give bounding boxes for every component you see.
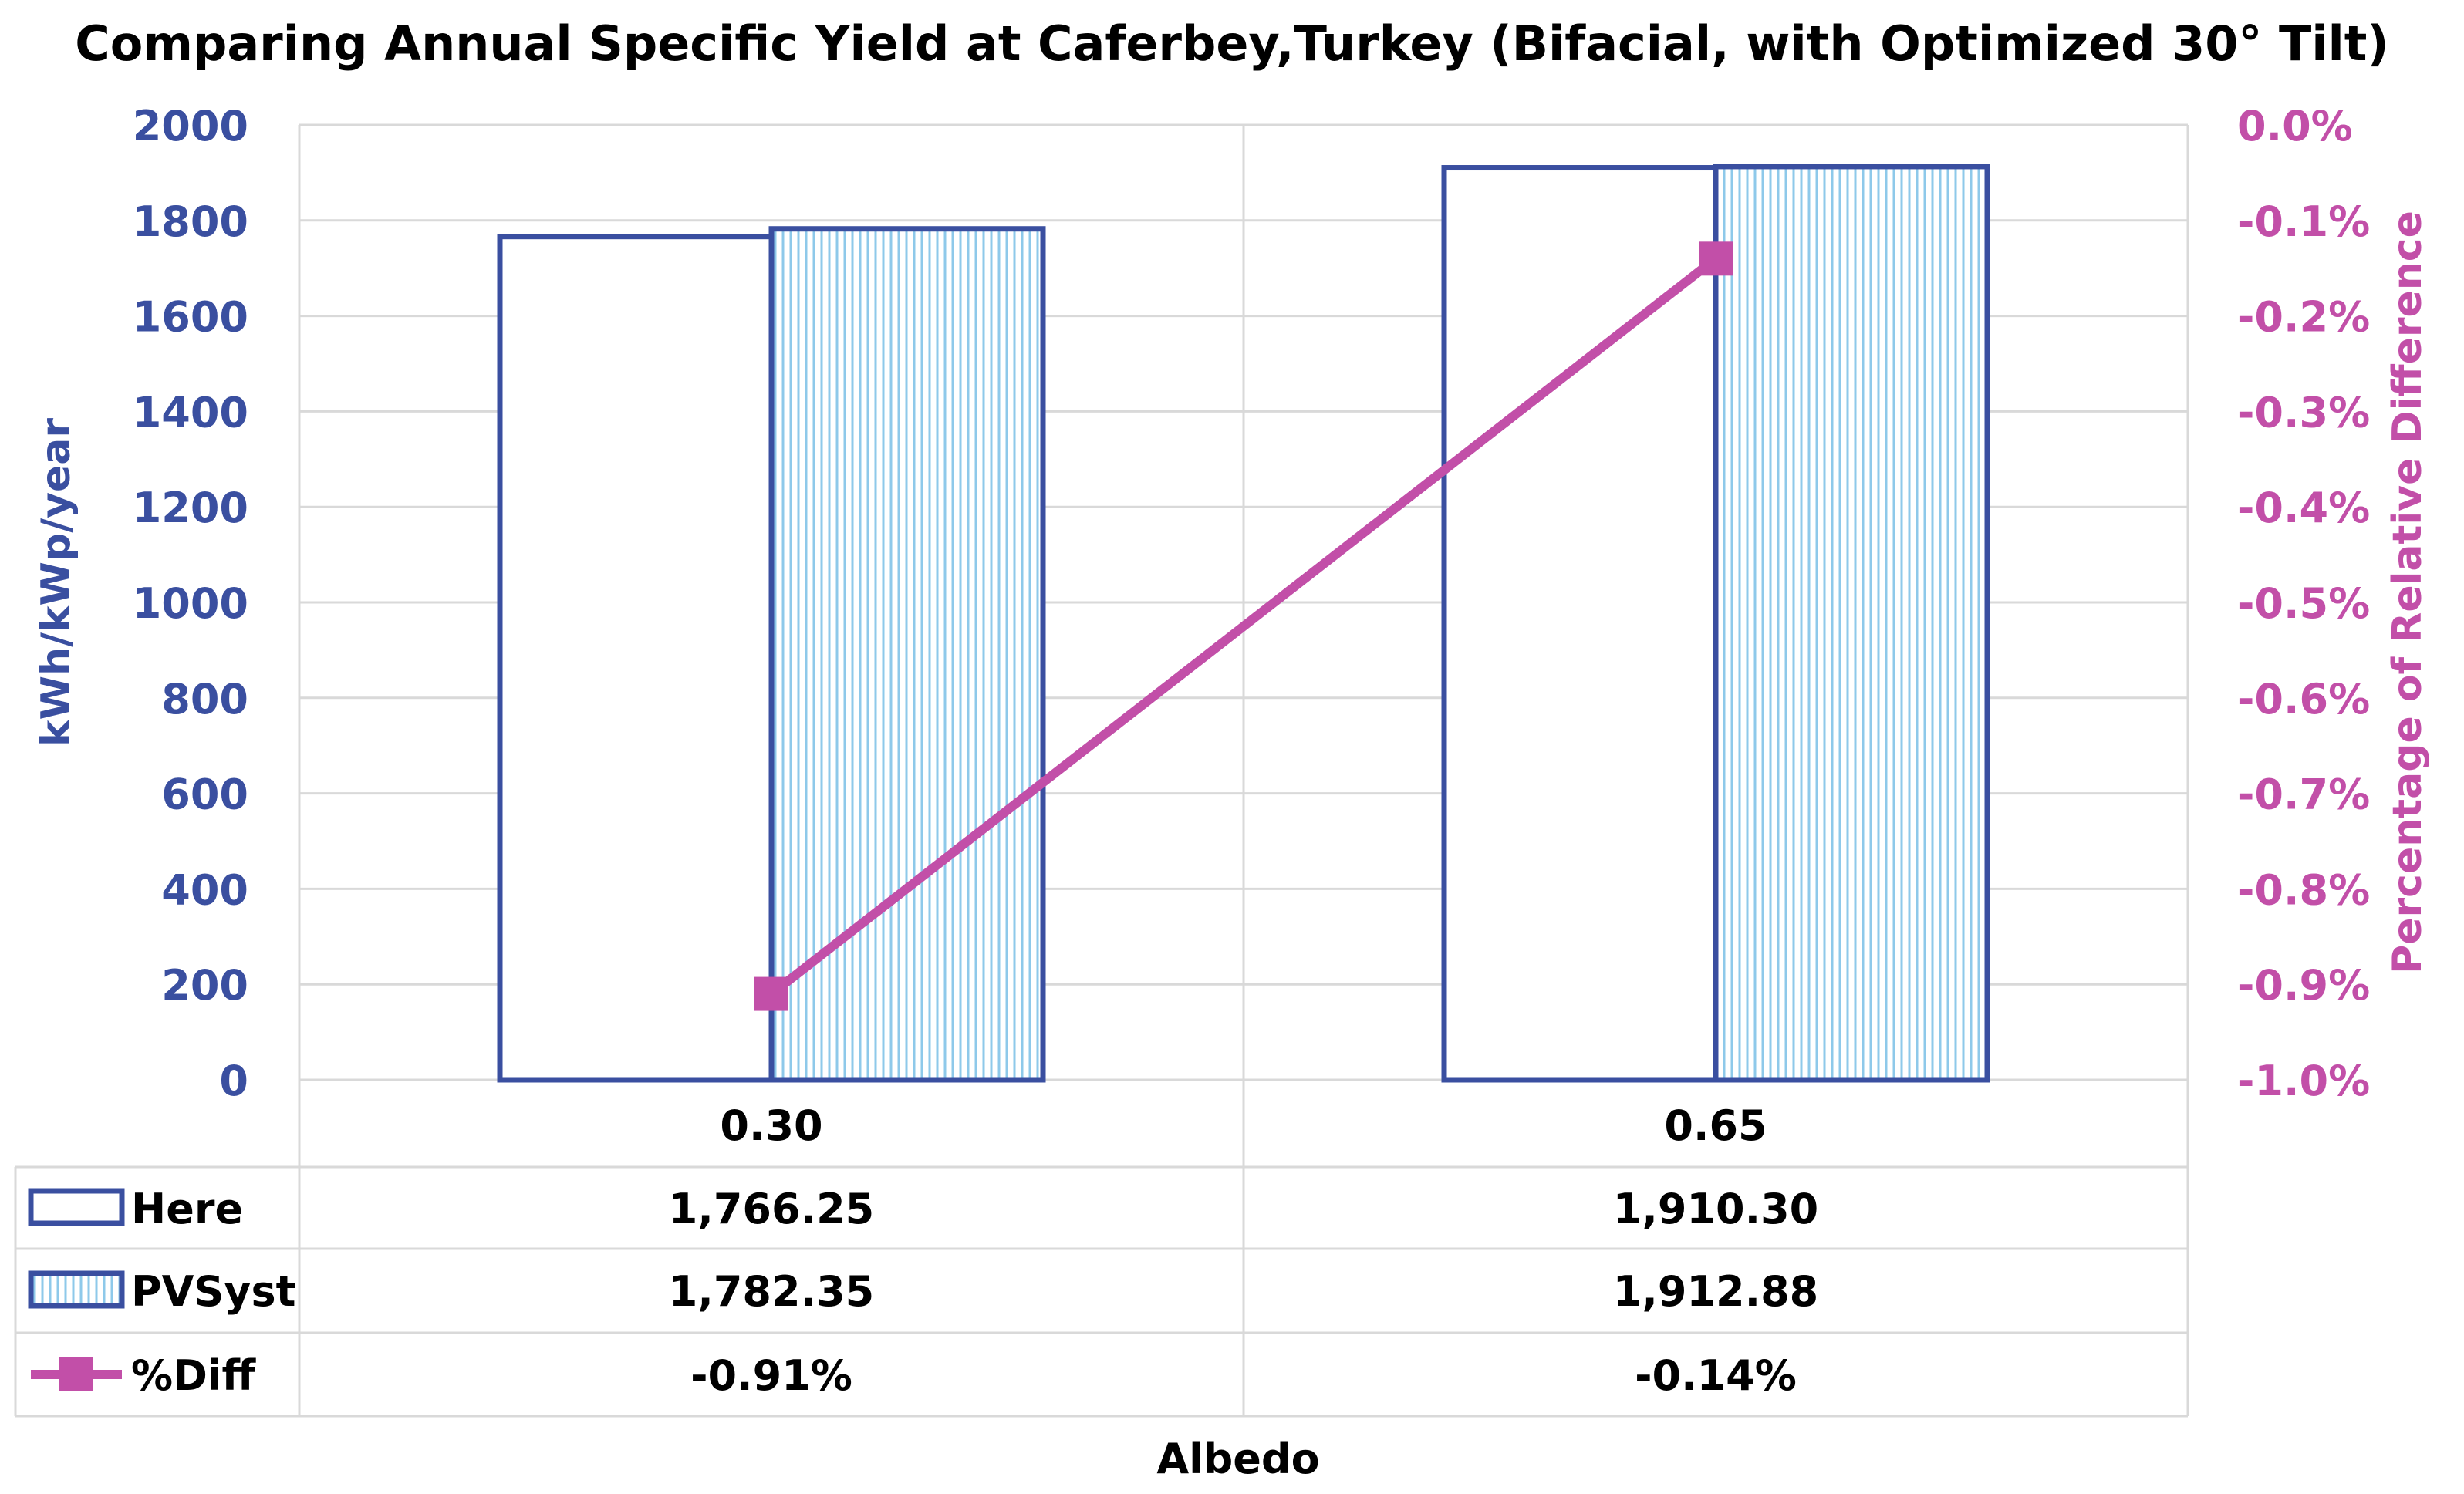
chart-title: Comparing Annual Specific Yield at Cafer…: [75, 15, 2388, 72]
y2-tick-label: -0.9%: [2237, 961, 2370, 1010]
data-table: 0.30 0.65 Here 1,766.25 1,910.30 PVSyst 1,782.…: [28, 1101, 1818, 1400]
y2-tick-label: -0.8%: [2237, 865, 2370, 914]
y2-axis-label: Percentage of Relative Difference: [2385, 211, 2431, 974]
y-tick-label: 400: [161, 865, 248, 914]
table-value: 1,766.25: [669, 1185, 874, 1233]
table-value: 1,910.30: [1613, 1185, 1818, 1233]
table-value: -0.91%: [690, 1351, 852, 1400]
y-tick-label: 600: [161, 771, 248, 819]
bars: [497, 164, 1990, 1083]
y-tick-label: 1400: [133, 388, 248, 437]
y2-tick-label: -0.2%: [2237, 293, 2370, 342]
y-tick-label: 1000: [133, 579, 248, 628]
y2-axis-ticks: -1.0% -0.9% -0.8% -0.7% -0.6% -0.5% -0.4% -0.3%…: [2237, 102, 2370, 1105]
legend-key-marker: [59, 1357, 93, 1391]
diff-line-path: [768, 255, 1719, 998]
y-tick-label: 1800: [133, 197, 248, 246]
table-value: 1,912.88: [1613, 1267, 1818, 1316]
y-tick-label: 0: [219, 1057, 248, 1105]
legend-label: PVSyst: [131, 1267, 295, 1316]
x-axis-label: Albedo: [1156, 1435, 1319, 1483]
legend-label: %Diff: [131, 1351, 256, 1400]
category-label: 0.30: [720, 1101, 822, 1150]
bar-pvsyst-1: [1713, 164, 1990, 1083]
y2-tick-label: -0.4%: [2237, 484, 2370, 532]
bar-here-1: [1441, 165, 1719, 1083]
y2-tick-label: -0.5%: [2237, 579, 2370, 628]
y-axis-ticks: 0 200 400 600 800 1000 1200 1400 1600 1800 2000: [133, 102, 248, 1105]
legend-label: Here: [131, 1185, 243, 1233]
diff-marker-0: [754, 976, 788, 1011]
legend-key-here: [28, 1188, 125, 1226]
y2-tick-label: -0.1%: [2237, 197, 2370, 246]
y-tick-label: 1200: [133, 484, 248, 532]
bar-here-0: [497, 234, 775, 1083]
y-tick-label: 2000: [133, 102, 248, 150]
y2-tick-label: -0.7%: [2237, 771, 2370, 819]
y2-tick-label: -0.6%: [2237, 675, 2370, 723]
y-tick-label: 800: [161, 675, 248, 723]
y-tick-label: 200: [161, 961, 248, 1010]
y2-tick-label: -1.0%: [2237, 1057, 2370, 1105]
y2-tick-label: 0.0%: [2237, 102, 2353, 150]
legend-key-pvsyst: [28, 1270, 125, 1309]
y-axis-label: kWh/kWp/year: [33, 418, 79, 747]
y-tick-label: 1600: [133, 293, 248, 342]
diff-line: [754, 241, 1733, 1011]
diff-marker-1: [1699, 241, 1733, 276]
category-label: 0.65: [1664, 1101, 1767, 1150]
table-value: 1,782.35: [669, 1267, 874, 1316]
table-value: -0.14%: [1635, 1351, 1797, 1400]
y2-tick-label: -0.3%: [2237, 388, 2370, 437]
bar-pvsyst-0: [768, 226, 1046, 1083]
